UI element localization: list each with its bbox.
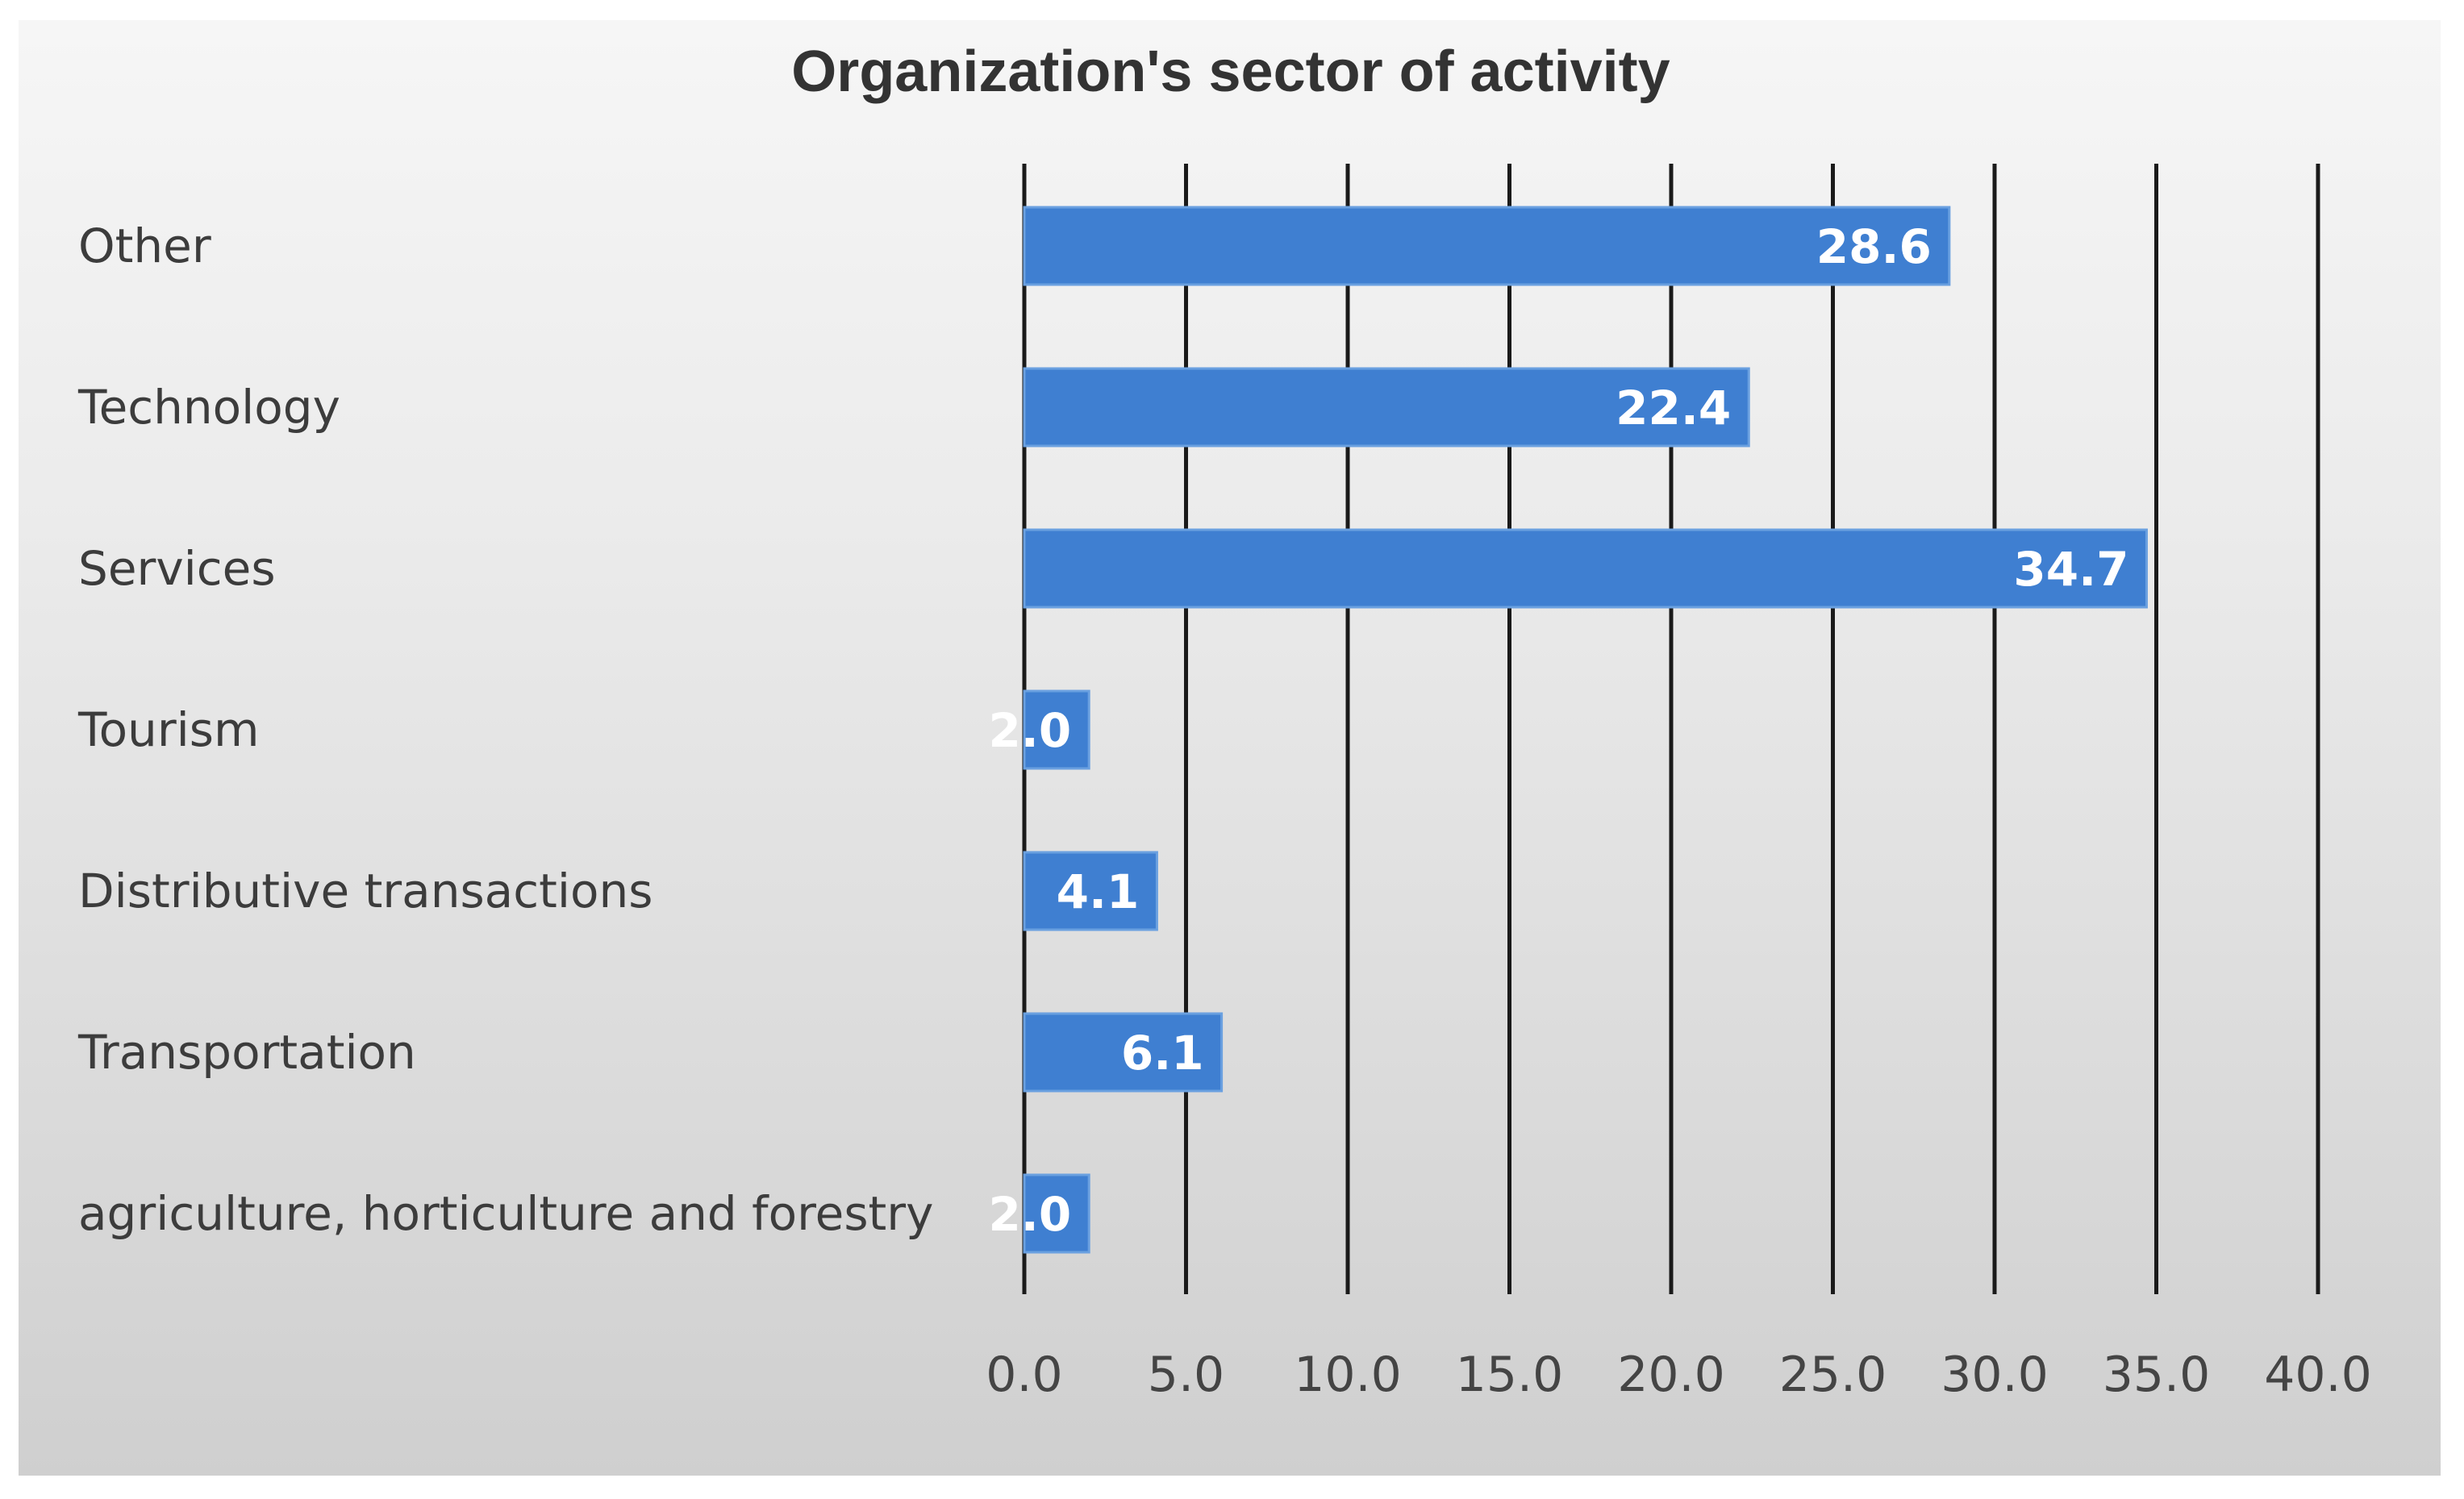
x-tick-label: 15.0 bbox=[1456, 1347, 1564, 1403]
category-label: Services bbox=[78, 541, 276, 596]
x-tick-label: 0.0 bbox=[986, 1347, 1062, 1403]
x-tick-label: 35.0 bbox=[2103, 1347, 2211, 1403]
data-label: 2.0 bbox=[988, 703, 1071, 758]
category-label: Technology bbox=[77, 380, 340, 435]
bar bbox=[1023, 367, 1750, 448]
bar bbox=[1023, 528, 2148, 609]
bar-chart: Organization's sector of activity 28.6 Ot… bbox=[77, 40, 2372, 1403]
category-label: Tourism bbox=[77, 702, 260, 757]
category-label: agriculture, horticulture and forestry bbox=[78, 1186, 933, 1241]
bar bbox=[1023, 1173, 1090, 1254]
bar bbox=[1023, 1012, 1224, 1093]
bar bbox=[1023, 689, 1090, 770]
data-label: 34.7 bbox=[2013, 542, 2128, 597]
x-tick-label: 25.0 bbox=[1779, 1347, 1887, 1403]
x-tick-label: 30.0 bbox=[1941, 1347, 2049, 1403]
data-label: 6.1 bbox=[1121, 1026, 1204, 1081]
chart-area: Organization's sector of activity 28.6 Ot… bbox=[19, 20, 2441, 1476]
category-label: Transportation bbox=[77, 1025, 416, 1080]
bar bbox=[1023, 851, 1158, 931]
chart-title: Organization's sector of activity bbox=[791, 40, 1670, 104]
bar bbox=[1023, 206, 1951, 286]
x-tick-label: 5.0 bbox=[1148, 1347, 1224, 1403]
data-label: 22.4 bbox=[1616, 381, 1731, 435]
x-tick-label: 20.0 bbox=[1617, 1347, 1725, 1403]
data-label: 2.0 bbox=[988, 1187, 1071, 1242]
category-label: Distributive transactions bbox=[78, 864, 652, 918]
x-tick-label: 10.0 bbox=[1294, 1347, 1402, 1403]
data-label: 4.1 bbox=[1057, 864, 1140, 919]
category-label: Other bbox=[78, 219, 211, 273]
data-label: 28.6 bbox=[1816, 219, 1932, 274]
x-tick-label: 40.0 bbox=[2264, 1347, 2372, 1403]
